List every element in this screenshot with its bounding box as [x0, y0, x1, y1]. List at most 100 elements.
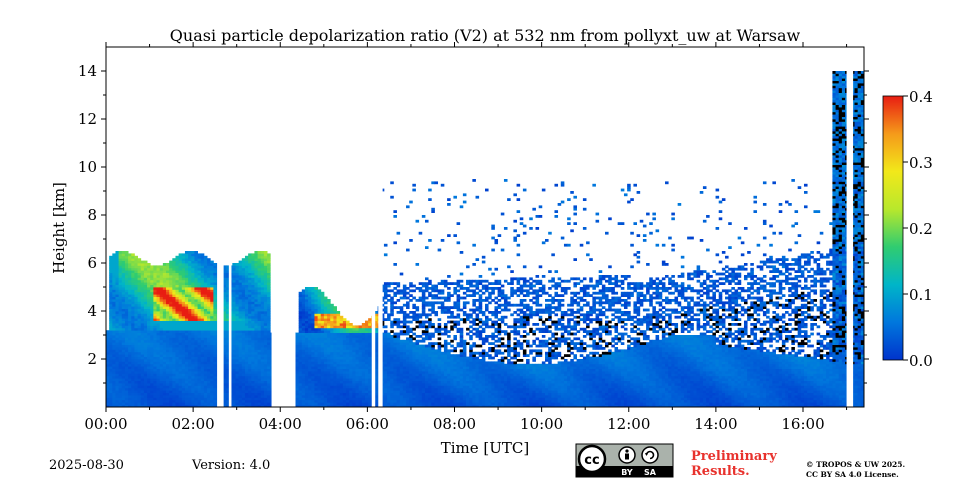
- depol-cell: [358, 368, 363, 372]
- depol-cell: [248, 354, 252, 357]
- depol-cell: [396, 299, 401, 302]
- depol-cell: [178, 361, 183, 365]
- depol-cell: [251, 260, 255, 264]
- depol-cell: [197, 368, 202, 372]
- depol-cell: [383, 351, 388, 355]
- depol-cell: [112, 335, 116, 338]
- depol-cell: [143, 320, 148, 324]
- depol-cell: [109, 351, 113, 355]
- depol-cell: [159, 315, 164, 319]
- depol-cell: [346, 375, 350, 379]
- depol-cell: [109, 363, 113, 367]
- depol-cell: [115, 380, 120, 384]
- depol-cell: [191, 287, 195, 290]
- depol-cell: [323, 327, 328, 331]
- depol-cell: [137, 371, 142, 374]
- depol-cell: [203, 289, 208, 293]
- depol-cell: [320, 383, 325, 386]
- depol-cell: [178, 373, 183, 377]
- depol-cell: [241, 265, 246, 269]
- depol-cell: [112, 325, 116, 329]
- depol-cell: [203, 383, 208, 386]
- depol-cell: [143, 378, 148, 381]
- depol-cell: [333, 366, 337, 369]
- depol-cell: [368, 342, 372, 345]
- depol-cell: [238, 299, 243, 302]
- depol-cell: [346, 339, 350, 343]
- depol-cell: [226, 315, 230, 319]
- depol-cell: [364, 392, 369, 396]
- depol-cell: [203, 344, 208, 348]
- depol-cell: [147, 366, 151, 369]
- depol-cell: [210, 354, 214, 357]
- depol-cell: [143, 383, 148, 386]
- depol-cell: [147, 351, 151, 355]
- depol-cell: [184, 354, 189, 357]
- depol-cell: [226, 282, 230, 285]
- depol-cell: [333, 363, 337, 367]
- depol-cell: [112, 279, 116, 283]
- depol-cell: [267, 375, 271, 379]
- depol-cell: [409, 392, 413, 396]
- depol-cell: [191, 390, 195, 393]
- depol-cell: [191, 371, 195, 374]
- depol-cell: [238, 387, 243, 391]
- depol-cell: [358, 371, 363, 374]
- depol-cell: [166, 392, 170, 396]
- depol-cell: [355, 368, 360, 372]
- depol-cell: [364, 375, 369, 379]
- depol-cell: [383, 375, 388, 379]
- depol-cell: [115, 265, 120, 269]
- depol-cell: [181, 397, 186, 401]
- depol-cell: [222, 337, 227, 341]
- depol-cell: [207, 258, 211, 261]
- depol-cell: [166, 279, 170, 283]
- depol-cell: [197, 289, 202, 293]
- depol-cell: [175, 325, 180, 329]
- depol-cell: [308, 306, 312, 309]
- depol-cell: [320, 344, 325, 348]
- depol-cell: [374, 315, 379, 319]
- depol-cell: [197, 320, 202, 324]
- depol-cell: [188, 258, 192, 261]
- depol-cell: [409, 383, 413, 386]
- depol-cell: [235, 299, 240, 302]
- depol-cell: [393, 210, 397, 213]
- depol-cell: [361, 330, 366, 333]
- depol-cell: [213, 351, 217, 355]
- depol-cell: [339, 390, 344, 393]
- depol-cell: [251, 385, 255, 389]
- depol-cell: [178, 327, 183, 331]
- depol-cell: [222, 308, 227, 312]
- depol-cell: [121, 315, 126, 319]
- depol-cell: [254, 296, 258, 300]
- depol-cell: [393, 306, 397, 309]
- depol-cell: [156, 272, 161, 276]
- depol-cell: [311, 294, 315, 297]
- depol-cell: [162, 296, 167, 300]
- depol-cell: [200, 339, 205, 343]
- depol-cell: [330, 323, 334, 326]
- depol-cell: [248, 380, 252, 384]
- depol-cell: [166, 282, 170, 285]
- depol-cell: [267, 371, 271, 374]
- depol-cell: [327, 315, 331, 319]
- depol-cell: [339, 351, 344, 355]
- depol-cell: [232, 296, 236, 300]
- depol-cell: [308, 349, 312, 353]
- depol-cell: [184, 356, 189, 360]
- depol-cell: [166, 332, 170, 336]
- depol-cell: [153, 339, 157, 343]
- depol-cell: [222, 351, 227, 355]
- depol-cell: [166, 366, 170, 369]
- depol-cell: [352, 342, 356, 345]
- depol-cell: [162, 397, 167, 401]
- depol-cell: [248, 361, 252, 365]
- depol-cell: [194, 337, 198, 341]
- depol-cell: [257, 299, 262, 302]
- depol-cell: [241, 335, 246, 338]
- depol-cell: [387, 361, 391, 365]
- depol-cell: [207, 363, 211, 367]
- depol-cell: [304, 349, 309, 353]
- depol-cell: [402, 318, 407, 321]
